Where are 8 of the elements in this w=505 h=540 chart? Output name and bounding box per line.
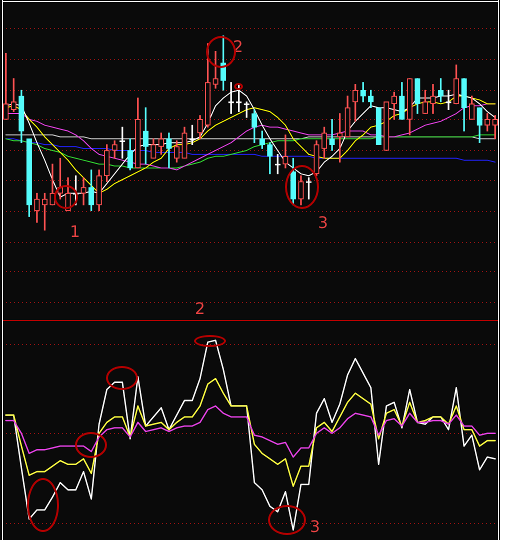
candlestick — [329, 119, 335, 151]
annotation: 1 — [70, 222, 80, 241]
candlestick — [80, 177, 86, 206]
candlestick — [212, 51, 218, 89]
annotation: 3 — [318, 213, 328, 232]
candlestick — [282, 134, 288, 168]
text: 2 — [194, 299, 206, 318]
annotation: 3 — [310, 517, 320, 536]
